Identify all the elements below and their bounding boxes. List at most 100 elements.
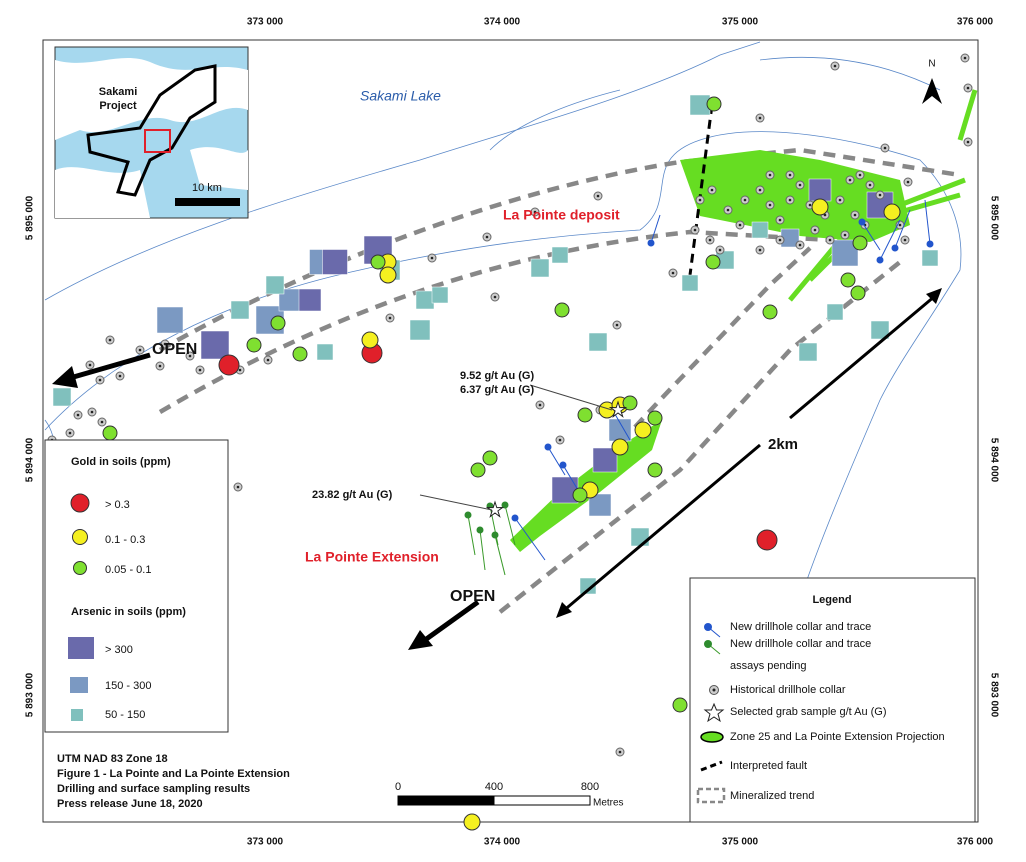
arsenic-sample [431, 286, 449, 304]
arsenic-sample [52, 387, 72, 407]
historical-collar-dot [236, 485, 240, 489]
gold-sample [634, 421, 652, 439]
gold-sample [379, 266, 397, 284]
gold-sample [647, 462, 663, 478]
scale-segment [493, 795, 591, 806]
historical-collar-dot [68, 431, 72, 435]
historical-collar-dot [883, 146, 887, 150]
gold-sample [292, 346, 308, 362]
legend-box [689, 577, 976, 823]
historical-collar-dot [710, 188, 714, 192]
new-drill-collar [858, 218, 866, 226]
historical-collar-dot [843, 233, 847, 237]
historical-collar-dot [813, 228, 817, 232]
annotation: 9.52 g/t Au (G) [460, 370, 534, 382]
legend-label: Historical drillhole collar [730, 684, 846, 696]
historical-collar-dot [828, 238, 832, 242]
north-label: N [928, 59, 935, 70]
historical-collar-dot [558, 438, 562, 442]
pending-drill-collar [501, 501, 509, 509]
legend-label: 50 - 150 [105, 709, 145, 721]
gold-sample [672, 697, 688, 713]
gold-sample [647, 410, 663, 426]
new-drill-trace [894, 209, 911, 249]
x-label: 375 000 [722, 17, 759, 28]
leader-line [529, 384, 613, 411]
historical-collar-dot [878, 193, 882, 197]
historical-collar-dot [76, 413, 80, 417]
new-drill-collar [876, 256, 884, 264]
gold-sample [218, 354, 240, 376]
arrowhead [408, 630, 433, 650]
open-label: OPEN [152, 341, 197, 358]
mineralized-trend [498, 260, 902, 614]
arsenic-sample [870, 320, 890, 340]
lake-label: Sakami Lake [360, 88, 441, 104]
arrow [561, 443, 761, 614]
historical-collar-dot [90, 410, 94, 414]
arrowhead [926, 288, 942, 304]
historical-collar-dot [88, 363, 92, 367]
historical-collar-dot [726, 208, 730, 212]
scale-label: 0 [395, 781, 401, 793]
historical-collar-dot [848, 178, 852, 182]
legend-symbol [696, 787, 726, 804]
arsenic-sample [230, 300, 250, 320]
historical-collar-dot [188, 354, 192, 358]
legend-title: Gold in soils (ppm) [71, 456, 171, 468]
inset-land [55, 58, 248, 218]
inset-label: Project [99, 100, 137, 112]
legend-label: > 0.3 [105, 499, 130, 511]
info-text: UTM NAD 83 Zone 18 [57, 753, 168, 765]
new-drill-collar [544, 443, 552, 451]
legend-symbol [703, 702, 725, 723]
inset-scale [175, 198, 240, 206]
new-drill-trace [924, 199, 931, 245]
gold-sample [762, 304, 778, 320]
historical-collar-dot [966, 86, 970, 90]
pending-drill-trace [467, 514, 476, 556]
arsenic-sample [316, 343, 334, 361]
zone-projection [680, 150, 910, 242]
gold-sample [270, 315, 286, 331]
arrowhead [52, 366, 78, 388]
arrows [69, 294, 936, 643]
legend-symbol [72, 529, 88, 545]
historical-collar-dot [198, 368, 202, 372]
historical-collar-dot [768, 203, 772, 207]
legend-symbol [700, 731, 724, 743]
axis-labels: 373 000 374 000 375 000 376 000 373 000 … [25, 17, 1000, 848]
historical-collar-dot [808, 203, 812, 207]
gold-sample [850, 285, 866, 301]
annotation: 23.82 g/t Au (G) [312, 489, 393, 501]
historical-collar-dot [966, 140, 970, 144]
gold-sample [622, 395, 638, 411]
new-drill-collar [891, 244, 899, 252]
arrow [789, 294, 936, 420]
historical-collar-dot [798, 243, 802, 247]
gold-sample [482, 450, 498, 466]
historical-collar-dot [768, 173, 772, 177]
y-label: 5 894 000 [988, 438, 999, 483]
historical-collar-dot [108, 338, 112, 342]
gold-sample [811, 198, 829, 216]
info-text: Figure 1 - La Pointe and La Pointe Exten… [57, 768, 290, 780]
gold-sample [102, 425, 118, 441]
historical-collar-dot [743, 198, 747, 202]
x-label: 373 000 [247, 837, 284, 848]
arsenic-sample [579, 577, 597, 595]
historical-collar-dot [618, 750, 622, 754]
gold-sample [705, 254, 721, 270]
new-drill-trace [514, 517, 546, 561]
historical-collar-dot [430, 256, 434, 260]
historical-collar-dot [718, 248, 722, 252]
gold-sample [554, 302, 570, 318]
arsenic-sample [751, 221, 769, 239]
interpreted-fault [688, 104, 714, 276]
legend-label: Mineralized trend [730, 790, 814, 802]
leader-line [419, 494, 493, 511]
y-label: 5 894 000 [25, 437, 36, 482]
arsenic-sample [588, 332, 608, 352]
legend-symbol [73, 561, 87, 575]
arsenic-sample [808, 178, 832, 202]
